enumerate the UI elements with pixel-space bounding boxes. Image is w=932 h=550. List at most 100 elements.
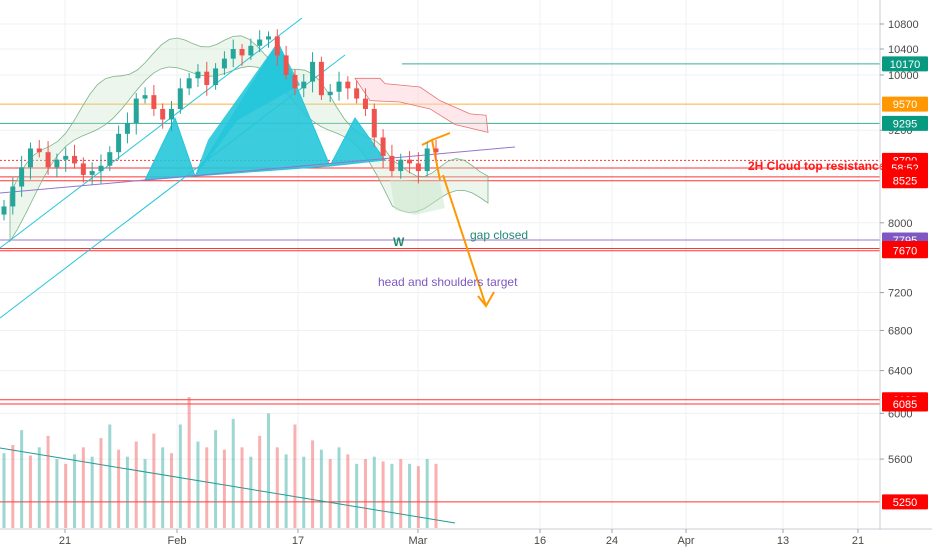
volume-bar <box>205 447 209 528</box>
volume-bar <box>425 459 429 528</box>
volume-bar <box>55 459 59 528</box>
time-tick-label: Mar <box>409 535 428 547</box>
channel-line-lower <box>0 54 346 319</box>
volume-bar <box>28 455 32 528</box>
price-badge-bg <box>882 96 928 112</box>
candle-body <box>389 155 395 172</box>
volume-bar <box>231 418 235 528</box>
candle-body <box>336 81 342 92</box>
price-tick-label: 8000 <box>888 218 912 230</box>
candle-body <box>204 71 210 85</box>
volume-bar <box>302 456 306 528</box>
candle-body <box>310 61 316 82</box>
annotation-head-shoulders-target: head and shoulders target <box>378 275 518 289</box>
annotation-w: W <box>393 235 405 249</box>
volume-bar <box>90 456 94 528</box>
time-tick-label: 21 <box>852 535 864 547</box>
volume-bar <box>196 441 200 528</box>
candle-body <box>274 36 280 56</box>
volume-bar <box>73 454 77 528</box>
volume-bar <box>293 424 297 528</box>
price-badge: 10170 <box>882 56 928 72</box>
volume-bar <box>355 463 359 528</box>
time-axis[interactable]: 21 Feb 17 Mar 16 24 Apr 13 21 <box>0 528 932 547</box>
candle-body <box>186 78 192 89</box>
candle-body <box>195 71 201 79</box>
volume-bar <box>2 453 6 528</box>
candle-body <box>380 137 386 156</box>
price-tick-label: 10000 <box>888 70 919 82</box>
candle-body <box>398 159 404 172</box>
volume-bar <box>187 397 191 528</box>
candle-body <box>80 163 86 175</box>
candle-body <box>362 98 368 109</box>
volume-bar <box>134 441 138 528</box>
candle-body <box>301 81 307 89</box>
candle-body <box>213 68 219 85</box>
candle-body <box>63 155 69 160</box>
volume-bar <box>37 447 41 528</box>
time-tick-label: 13 <box>777 535 789 547</box>
price-tick-label: 10800 <box>888 19 919 31</box>
chart-drawings <box>0 17 880 524</box>
price-axis[interactable]: 1080010400100009200800072006800640060005… <box>879 0 928 530</box>
candle-body <box>230 49 236 59</box>
volume-bar <box>214 430 218 528</box>
volume-bar <box>143 459 147 528</box>
volume-bar <box>161 447 165 528</box>
price-badge-label: 7670 <box>893 246 917 258</box>
candle-body <box>98 165 104 172</box>
volume-bar <box>346 454 350 528</box>
price-badge-bg <box>882 494 928 510</box>
candle-body <box>221 58 227 69</box>
volume-bar <box>275 447 279 528</box>
price-badge-bg <box>882 173 928 189</box>
head-shoulders-pattern <box>144 116 196 181</box>
candle-body <box>318 61 324 96</box>
volume-bar <box>170 453 174 528</box>
volume-bar <box>117 449 121 528</box>
candle-body <box>424 148 430 172</box>
candles <box>1 29 439 221</box>
ichimoku-cloud-future <box>354 77 489 133</box>
price-badge: 9295 <box>882 115 928 131</box>
candle-body <box>107 152 113 166</box>
candle-body <box>45 152 51 168</box>
volume-bar <box>381 461 385 528</box>
volume-bar <box>328 459 332 528</box>
candle-body <box>89 171 95 175</box>
w-pattern <box>390 180 445 215</box>
candle-body <box>116 133 122 153</box>
volume-bar <box>125 456 129 528</box>
annotation-cloud-resistance: 2H Cloud top resistance <box>748 159 886 173</box>
volume-bar <box>11 445 15 528</box>
time-tick-label: 24 <box>606 535 618 547</box>
price-badge-label: 9570 <box>893 99 917 111</box>
arrow-up <box>431 132 451 141</box>
price-badge: 5250 <box>882 494 928 510</box>
volume-bar <box>311 440 315 528</box>
price-tick-label: 6800 <box>888 325 912 337</box>
volume-bar <box>266 413 270 528</box>
volume-bar <box>284 454 288 528</box>
volume-bar <box>240 447 244 528</box>
volume-bar <box>258 435 262 528</box>
price-badge-bg <box>882 56 928 72</box>
volume-trend-line <box>0 447 456 524</box>
price-badge: 9570 <box>882 96 928 112</box>
volume-bar <box>363 459 367 528</box>
volume-bar <box>399 459 403 528</box>
ichimoku-cloud <box>9 35 489 243</box>
volume-bar <box>178 424 182 528</box>
time-tick-label: Apr <box>677 535 694 547</box>
candle-body <box>169 108 175 120</box>
candle-body <box>327 91 333 96</box>
price-badge-label: 9295 <box>893 118 917 130</box>
channel-line-upper <box>0 17 303 249</box>
volume-bar <box>434 463 438 528</box>
price-badge-bg <box>882 243 928 259</box>
annotation-gap-closed: gap closed <box>470 228 528 242</box>
candle-body <box>415 163 421 172</box>
price-tick-label: 5600 <box>888 454 912 466</box>
